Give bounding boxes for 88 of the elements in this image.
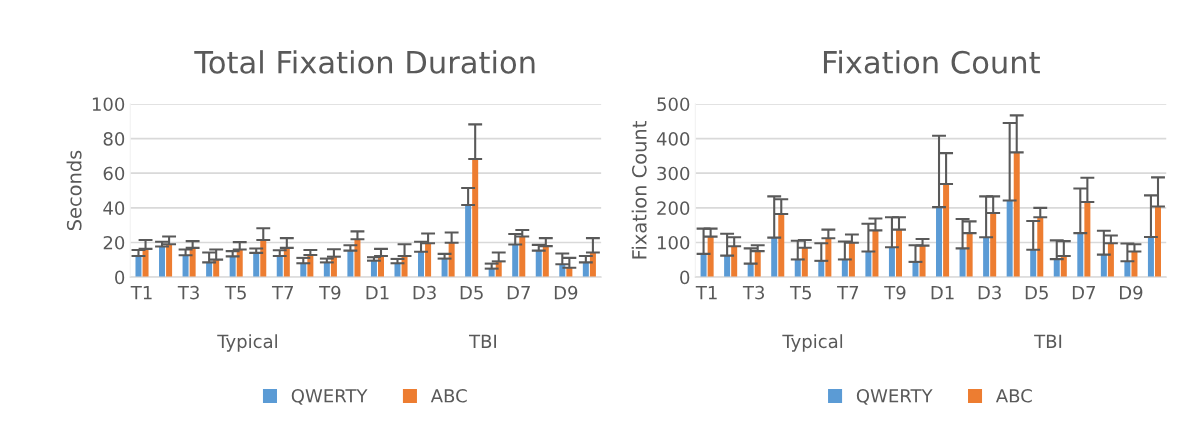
y-tick-label: 0: [115, 270, 125, 285]
bar: [848, 242, 855, 278]
x-tick-label: T3: [177, 285, 199, 300]
y-axis-title: Seconds: [66, 150, 82, 231]
text: TBI: [1034, 334, 1062, 348]
x-tick-label: D9: [1120, 285, 1143, 300]
bar: [135, 255, 142, 278]
bar: [825, 238, 832, 278]
bar: [465, 205, 472, 278]
bar: [959, 248, 966, 278]
x-tick-label: T5: [224, 286, 246, 300]
x-tick-label: T7: [837, 286, 859, 300]
bar: [865, 251, 872, 278]
bar: [1013, 152, 1020, 278]
bar: [253, 252, 260, 278]
legend-label: QWERTY: [291, 388, 368, 405]
bar: [794, 259, 801, 278]
bar: [159, 246, 166, 278]
bar: [542, 246, 549, 278]
bar: [276, 255, 283, 278]
y-tick-label: 80: [103, 132, 125, 146]
bar: [347, 250, 354, 278]
bar: [888, 247, 895, 278]
y-tick-label: 400: [656, 132, 690, 146]
chart-title: Total Fixation Duration: [194, 50, 535, 74]
x-tick-label: T7: [271, 286, 293, 300]
x-tick-label: T3: [742, 285, 765, 300]
x-tick-label: T1: [695, 286, 717, 300]
bar: [1006, 200, 1013, 278]
legend-label: QWERTY: [856, 388, 933, 405]
x-tick-label: D3: [413, 285, 436, 300]
bar: [512, 244, 519, 278]
bar: [896, 229, 902, 278]
y-tick-label: 200: [657, 201, 690, 215]
text: Typical: [217, 334, 277, 352]
bar: [229, 256, 236, 278]
y-axis-title: Fixation Count: [631, 121, 647, 259]
x-tick-label: D9: [554, 285, 578, 300]
text: Typical: [782, 334, 843, 352]
bar: [700, 253, 707, 278]
x-tick-label: D5: [460, 286, 483, 300]
x-tick-label: D1: [931, 286, 954, 300]
bar: [182, 255, 189, 278]
legend-label: ABC: [995, 388, 1032, 403]
bar: [707, 236, 714, 278]
bar: [731, 246, 738, 278]
x-tick-label: D3: [978, 285, 1001, 300]
bar: [535, 250, 542, 278]
bar: [1077, 233, 1084, 278]
bar: [1147, 236, 1154, 278]
y-tick-label: 20: [103, 235, 125, 250]
bar: [1084, 201, 1091, 278]
bar: [841, 259, 848, 278]
x-tick-label: D1: [366, 286, 389, 300]
bar: [425, 243, 432, 278]
y-tick-label: 500: [657, 97, 690, 112]
bar: [1107, 243, 1114, 278]
bar: [966, 233, 973, 278]
bar: [519, 236, 526, 278]
y-tick-label: 60: [103, 166, 125, 181]
bar: [983, 237, 990, 278]
bar: [1030, 249, 1037, 278]
bar: [872, 230, 879, 278]
bar: [990, 213, 997, 278]
x-tick-label: T9: [319, 285, 341, 300]
bar: [1155, 206, 1161, 278]
y-tick-label: 100: [657, 235, 690, 250]
bar: [919, 245, 926, 278]
y-tick-label: 300: [657, 166, 690, 181]
x-tick-label: D5: [1025, 286, 1048, 300]
legend-label: ABC: [430, 388, 467, 403]
x-tick-label: T1: [130, 286, 152, 300]
bar: [1037, 217, 1044, 278]
bar: [771, 237, 778, 278]
bar: [936, 207, 943, 278]
text: TBI: [469, 334, 497, 348]
y-tick-label: 0: [680, 270, 690, 285]
x-tick-label: D7: [507, 286, 530, 300]
x-tick-label: D7: [1072, 286, 1095, 300]
bar: [418, 251, 425, 278]
bar: [472, 159, 479, 278]
x-tick-label: T9: [884, 285, 906, 300]
x-tick-label: T5: [789, 286, 811, 300]
y-tick-label: 100: [92, 97, 125, 112]
y-tick-label: 40: [103, 201, 125, 215]
chart-title: Fixation Count: [823, 50, 1040, 74]
bar: [943, 183, 950, 278]
bar: [778, 214, 785, 278]
